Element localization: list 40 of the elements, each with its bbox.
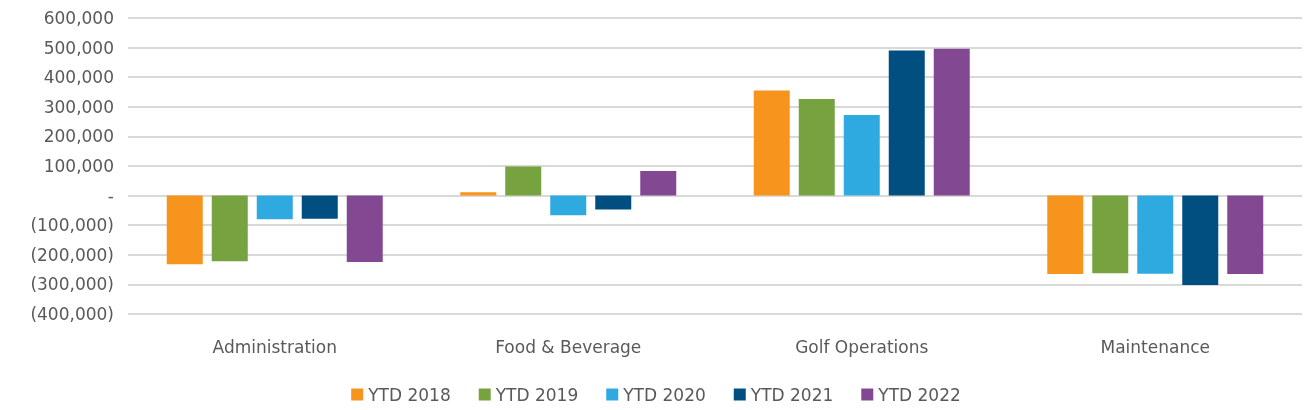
y-tick-label: (400,000) <box>30 304 114 324</box>
legend-label: YTD 2020 <box>622 384 706 405</box>
bar <box>888 50 925 196</box>
y-tick-label: (200,000) <box>30 244 114 265</box>
legend-label: YTD 2022 <box>877 384 961 405</box>
y-tick-label: 200,000 <box>43 126 114 147</box>
x-tick-label: Administration <box>212 336 337 357</box>
bar <box>1137 195 1174 274</box>
legend-label: YTD 2018 <box>367 384 451 405</box>
bar <box>1047 195 1084 275</box>
bar <box>1182 195 1219 285</box>
y-tick-label: - <box>107 185 114 206</box>
bar <box>301 195 338 219</box>
bar <box>1092 195 1129 274</box>
bar <box>640 171 677 196</box>
y-tick-label: (300,000) <box>30 274 114 295</box>
y-tick-label: 600,000 <box>43 8 114 28</box>
bar <box>595 195 632 210</box>
bar <box>753 90 790 196</box>
bar <box>166 195 203 265</box>
bar <box>256 195 293 220</box>
bar <box>505 166 542 196</box>
bar <box>460 192 497 196</box>
y-tick-label: (100,000) <box>30 215 114 236</box>
legend-label: YTD 2021 <box>749 384 834 405</box>
bar <box>798 99 835 196</box>
bar <box>211 195 248 262</box>
y-tick-label: 500,000 <box>43 37 114 58</box>
bar <box>843 115 880 196</box>
x-tick-label: Food & Beverage <box>495 336 642 357</box>
y-tick-label: 400,000 <box>43 67 114 88</box>
legend-label: YTD 2019 <box>494 384 579 405</box>
y-tick-label: 300,000 <box>43 96 114 117</box>
bar <box>550 195 587 216</box>
bar <box>1227 195 1264 275</box>
y-tick-label: 100,000 <box>43 156 114 176</box>
x-tick-label: Golf Operations <box>795 336 929 357</box>
x-tick-label: Maintenance <box>1100 336 1210 357</box>
bar <box>346 195 383 262</box>
bar <box>933 48 970 196</box>
